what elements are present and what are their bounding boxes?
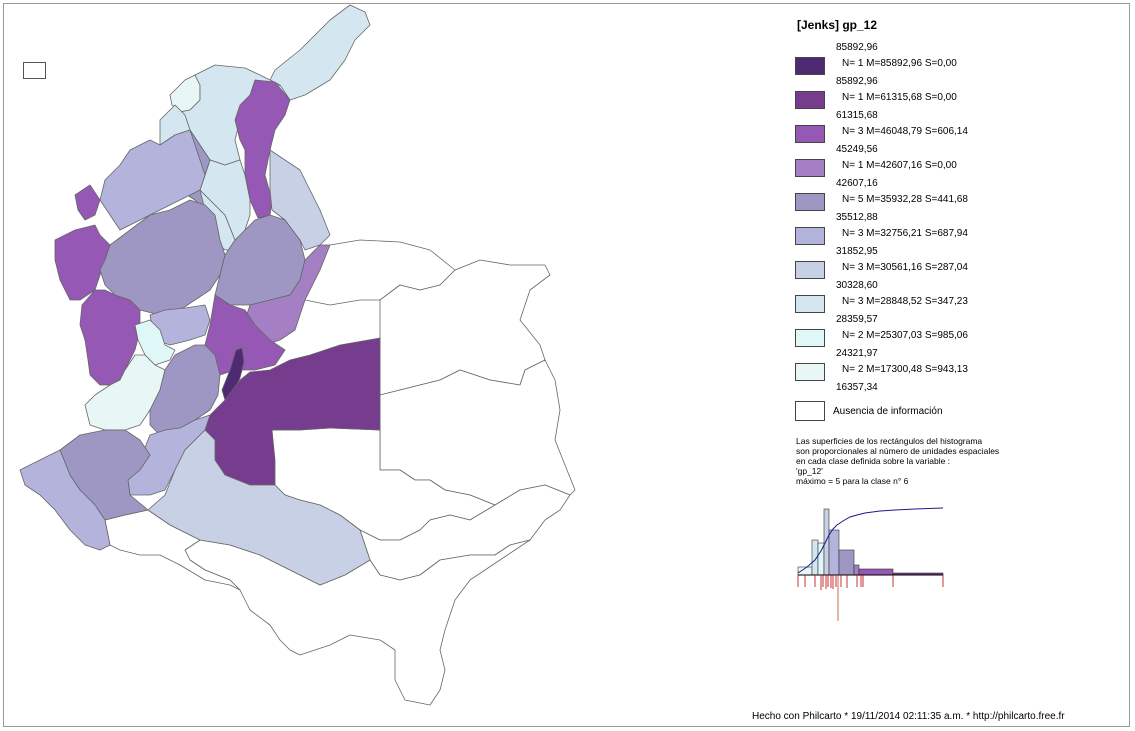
legend-class-10-swatch	[795, 363, 825, 381]
region-caqueta	[147, 429, 371, 586]
legend-class-9-swatch	[795, 329, 825, 347]
legend-class-5-swatch	[795, 193, 825, 211]
legend-class-10-bound: 24321,97	[836, 348, 878, 359]
legend-no-data-label: Ausencia de información	[833, 406, 943, 417]
note-line: son proporcionales al número de unidades…	[796, 446, 1000, 456]
note-line: en cada clase definida sobre la variable…	[796, 456, 951, 466]
legend-class-9: 28359,57 N= 2 M=25307,03 S=985,06	[795, 314, 1125, 348]
legend-class-5-bound: 42607,16	[836, 178, 878, 189]
legend-last-bound: 16357,34	[836, 382, 878, 393]
legend-class-4-swatch	[795, 159, 825, 177]
region-no-data-amazonas	[184, 539, 531, 706]
histogram-bar	[838, 549, 855, 576]
legend-class-6: 35512,88 N= 3 M=32756,21 S=687,94	[795, 212, 1125, 246]
legend-class-9-stats: N= 2 M=25307,03 S=985,06	[842, 330, 968, 341]
legend-no-data-swatch	[795, 401, 825, 421]
legend-class-7-swatch	[795, 261, 825, 279]
note-line: Las superficies de los rectángulos del h…	[796, 436, 983, 446]
legend-class-7: 31852,95 N= 3 M=30561,16 S=287,04	[795, 246, 1125, 280]
legend-class-8-swatch	[795, 295, 825, 313]
histogram-bar	[858, 568, 894, 576]
legend-class-7-bound: 31852,95	[836, 246, 878, 257]
legend-title: [Jenks] gp_12	[797, 18, 878, 32]
legend-class-3-swatch	[795, 125, 825, 143]
legend-class-5-stats: N= 5 M=35932,28 S=441,68	[842, 194, 968, 205]
legend-class-2: 85892,96 N= 1 M=61315,68 S=0,00	[795, 76, 1125, 110]
footer-credit: Hecho con Philcarto * 19/11/2014 02:11:3…	[752, 711, 1065, 722]
legend-class-1-bound: 85892,96	[836, 42, 878, 53]
legend-class-4-bound: 45249,56	[836, 144, 878, 155]
legend-class-8-stats: N= 3 M=28848,52 S=347,23	[842, 296, 968, 307]
histogram-bar	[823, 508, 830, 576]
legend-class-9-bound: 28359,57	[836, 314, 878, 325]
legend-class-3: 61315,68 N= 3 M=46048,79 S=606,14	[795, 110, 1125, 144]
legend-class-7-stats: N= 3 M=30561,16 S=287,04	[842, 262, 968, 273]
legend-class-2-bound: 85892,96	[836, 76, 878, 87]
legend-class-6-stats: N= 3 M=32756,21 S=687,94	[842, 228, 968, 239]
legend-class-8: 30328,60 N= 3 M=28848,52 S=347,23	[795, 280, 1125, 314]
choropleth-map	[19, 4, 576, 706]
region-chocho-north	[54, 224, 111, 301]
legend-class-1: 85892,96 N= 1 M=85892,96 S=0,00	[795, 42, 1125, 76]
legend-class-5: 42607,16 N= 5 M=35932,28 S=441,68	[795, 178, 1125, 212]
histogram-note: Las superficies de los rectángulos del h…	[796, 436, 1126, 486]
legend-class-4-stats: N= 1 M=42607,16 S=0,00	[842, 160, 957, 171]
legend-class-6-bound: 35512,88	[836, 212, 878, 223]
legend-class-8-bound: 30328,60	[836, 280, 878, 291]
region-cesar	[234, 79, 291, 219]
legend-class-2-swatch	[795, 91, 825, 109]
legend-class-2-stats: N= 1 M=61315,68 S=0,00	[842, 92, 957, 103]
region-narino	[19, 449, 111, 551]
region-uraba-strip	[74, 184, 101, 221]
legend-class-4: 45249,56 N= 1 M=42607,16 S=0,00	[795, 144, 1125, 178]
note-line: 'gp_12'	[796, 466, 823, 476]
legend-class-1-stats: N= 1 M=85892,96 S=0,00	[842, 58, 957, 69]
histogram-bar	[828, 529, 840, 576]
legend-class-1-swatch	[795, 57, 825, 75]
region-antioquia	[99, 199, 226, 316]
map-frame	[3, 3, 1130, 727]
histogram-bar	[853, 564, 860, 576]
class-histogram	[797, 507, 944, 621]
legend-class-3-stats: N= 3 M=46048,79 S=606,14	[842, 126, 968, 137]
legend-class-3-bound: 61315,68	[836, 110, 878, 121]
note-line: máximo = 5 para la clase n° 6	[796, 476, 909, 486]
region-risaralda	[134, 319, 176, 366]
map-placeholder-box	[23, 62, 46, 79]
legend-class-10: 24321,97 N= 2 M=17300,48 S=943,13	[795, 348, 1125, 382]
region-tolima	[149, 344, 221, 436]
legend-class-10-stats: N= 2 M=17300,48 S=943,13	[842, 364, 968, 375]
region-guajira	[269, 4, 371, 101]
region-cordoba	[99, 129, 206, 231]
legend-class-6-swatch	[795, 227, 825, 245]
cumulative-curve	[797, 507, 944, 574]
